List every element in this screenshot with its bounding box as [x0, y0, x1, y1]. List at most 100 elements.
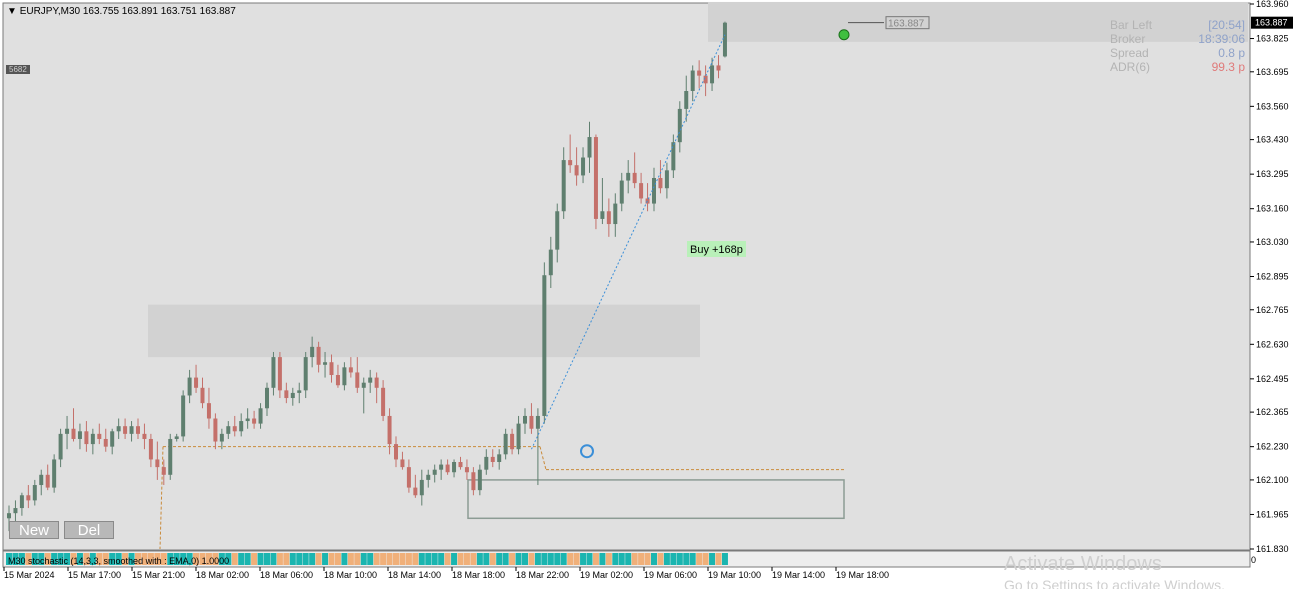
candle	[619, 172, 624, 212]
info-row: Spread 0.8 p	[1110, 46, 1245, 60]
stochastic-bar	[186, 553, 193, 565]
candle	[181, 390, 186, 442]
stochastic-bar	[51, 553, 58, 565]
y-tick-label: 163.430	[1256, 135, 1289, 145]
candle-body	[90, 433, 95, 445]
candle	[400, 451, 405, 470]
candle	[71, 408, 76, 442]
stochastic-bar	[264, 553, 270, 565]
stochastic-bar	[592, 553, 599, 565]
candle	[290, 387, 295, 406]
candle	[329, 354, 334, 383]
candle-body	[84, 431, 89, 445]
stochastic-bar	[89, 553, 96, 565]
stochastic-bar	[334, 553, 341, 565]
y-tick-label: 162.630	[1256, 339, 1289, 349]
y-tick-label: 162.895	[1256, 272, 1289, 282]
candle-body	[348, 367, 353, 373]
y-tick-label: 163.295	[1256, 169, 1289, 179]
stochastic-bar	[509, 553, 516, 565]
stochastic-bar	[12, 553, 19, 565]
candle-body	[368, 377, 373, 383]
stochastic-bar	[18, 553, 25, 565]
candle-body	[303, 357, 308, 391]
y-tick-label: 163.030	[1256, 237, 1289, 247]
candle-body	[335, 375, 340, 386]
candle-body	[297, 390, 302, 393]
candle	[587, 121, 592, 173]
candle-body	[219, 433, 224, 442]
stochastic-bar	[638, 553, 645, 565]
candle-body	[555, 211, 560, 250]
candle-body	[697, 70, 702, 76]
candle-body	[606, 211, 611, 225]
candle	[542, 262, 547, 424]
candle	[490, 449, 495, 468]
candle	[142, 423, 147, 450]
candle	[406, 459, 411, 493]
candle	[116, 418, 121, 439]
candle	[84, 421, 89, 452]
candle	[387, 408, 392, 455]
candle	[316, 341, 321, 373]
stochastic-bar	[689, 553, 696, 565]
stochastic-bar	[696, 553, 703, 565]
stochastic-bar	[296, 553, 303, 565]
x-tick-label: 18 Mar 10:00	[324, 570, 377, 580]
x-tick-label: 18 Mar 06:00	[260, 570, 313, 580]
stochastic-bar	[160, 553, 167, 565]
stochastic-bar	[683, 553, 690, 565]
candle	[368, 369, 373, 393]
candle	[484, 449, 489, 475]
stochastic-bar	[31, 553, 38, 565]
supply-zone	[148, 304, 700, 358]
candle	[426, 469, 431, 488]
candle	[671, 134, 676, 178]
x-tick-label: 19 Mar 18:00	[836, 570, 889, 580]
candle-body	[548, 249, 553, 276]
stochastic-bar	[702, 553, 709, 565]
entry-marker-icon	[580, 444, 594, 459]
dropdown-triangle-icon[interactable]: ▼	[7, 6, 17, 17]
info-value: 18:39:06	[1198, 32, 1245, 46]
candle	[297, 382, 302, 404]
stochastic-bar	[167, 553, 174, 565]
candle	[413, 474, 418, 498]
candle	[32, 479, 37, 506]
info-value: 0.8 p	[1218, 46, 1245, 60]
candle-body	[142, 433, 147, 439]
candle-body	[652, 177, 656, 204]
candle	[658, 160, 663, 194]
stochastic-bar	[83, 553, 90, 565]
candle	[684, 75, 689, 122]
stochastic-bar	[483, 553, 490, 565]
candle	[323, 351, 328, 378]
candle	[303, 351, 308, 399]
stochastic-bar	[6, 553, 12, 565]
candle	[77, 423, 82, 450]
stochastic-bar	[270, 553, 277, 565]
stochastic-bar	[547, 553, 554, 565]
candle	[677, 101, 682, 153]
candle-body	[671, 142, 676, 171]
new-button[interactable]: New	[9, 521, 59, 539]
candle	[471, 467, 476, 496]
candle-body	[632, 172, 637, 184]
stochastic-bar	[438, 553, 445, 565]
trade-label-bg	[687, 241, 746, 257]
candle-body	[600, 211, 605, 219]
candle-body	[200, 387, 205, 404]
info-value: [20:54]	[1208, 18, 1245, 32]
stochastic-bar	[135, 553, 141, 565]
stochastic-bar	[102, 553, 109, 565]
candle-body	[645, 198, 650, 204]
candle-body	[123, 426, 128, 434]
del-button[interactable]: Del	[64, 521, 114, 539]
candle-body	[213, 418, 218, 442]
y-tick-label: 163.825	[1256, 34, 1289, 44]
candle	[503, 428, 508, 460]
stochastic-bar	[257, 553, 264, 565]
stochastic-bar	[599, 553, 606, 565]
